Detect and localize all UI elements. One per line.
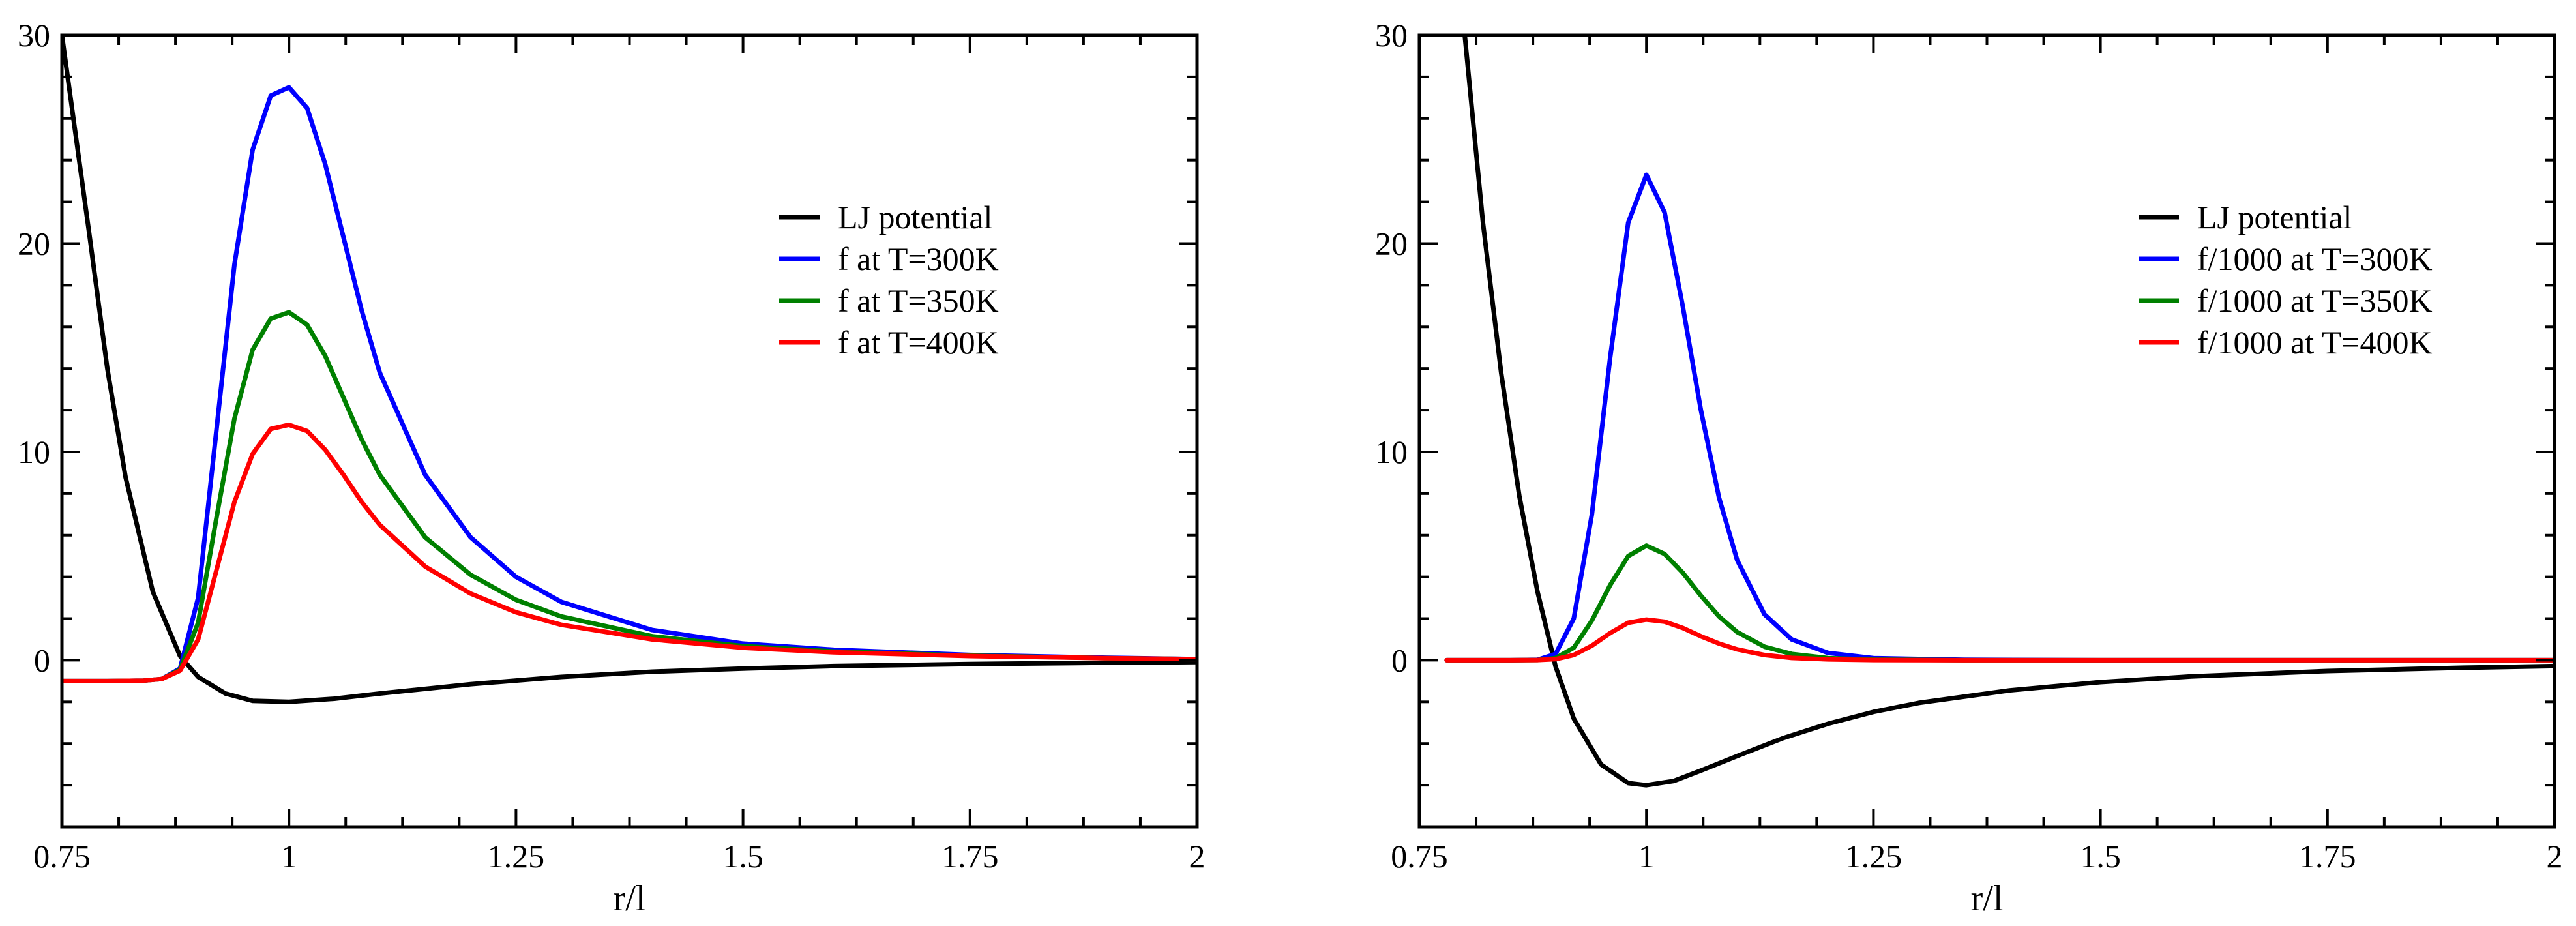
series-line-0 — [62, 35, 1197, 704]
legend-label-2: f at T=350K — [838, 282, 999, 319]
legend-label-1: f at T=300K — [838, 241, 999, 277]
series-group — [62, 35, 1197, 704]
legend-label-0: LJ potential — [2197, 199, 2352, 235]
x-tick-label: 2 — [1189, 838, 1206, 874]
y-tick-label: 20 — [1375, 225, 1408, 261]
legend-label-2: f/1000 at T=350K — [2197, 282, 2433, 319]
x-tick-label: 2 — [2547, 838, 2563, 874]
series-line-3 — [1444, 617, 2554, 663]
y-tick-label: 10 — [18, 434, 50, 470]
x-tick-label: 1.5 — [2080, 838, 2121, 874]
y-tick-label: 30 — [18, 17, 50, 53]
legend-label-1: f/1000 at T=300K — [2197, 241, 2433, 277]
y-tick-label: 0 — [34, 642, 50, 678]
series-line-1 — [62, 85, 1197, 683]
series-line-2 — [62, 310, 1197, 683]
x-tick-label: 0.75 — [33, 838, 91, 874]
x-tick-label: 0.75 — [1391, 838, 1448, 874]
series-line-3 — [62, 422, 1197, 683]
y-tick-label: 10 — [1375, 434, 1408, 470]
x-tick-label: 1.5 — [722, 838, 763, 874]
x-axis-label: r/l — [614, 878, 646, 919]
x-tick-label: 1 — [1638, 838, 1655, 874]
legend-label-3: f at T=400K — [838, 324, 999, 361]
x-tick-label: 1.25 — [488, 838, 545, 874]
y-tick-label: 0 — [1391, 642, 1408, 678]
x-tick-label: 1.75 — [2299, 838, 2356, 874]
y-tick-label: 20 — [18, 225, 50, 261]
series-line-0 — [1462, 35, 2554, 788]
legend-label-3: f/1000 at T=400K — [2197, 324, 2433, 361]
legend: LJ potential f/1000 at T=300K f/1000 at T=… — [2139, 199, 2433, 361]
series-group — [1444, 35, 2554, 788]
x-axis-label: r/l — [1971, 878, 2004, 919]
legend: LJ potential f at T=300K f at T=350K f at T… — [779, 199, 999, 361]
plot-frame — [1417, 33, 2556, 829]
x-tick-label: 1.25 — [1845, 838, 1902, 874]
y-tick-label: 30 — [1375, 17, 1408, 53]
x-tick-label: 1 — [281, 838, 297, 874]
series-line-2 — [1444, 543, 2554, 663]
x-tick-label: 1.75 — [941, 838, 999, 874]
legend-label-0: LJ potential — [838, 199, 992, 235]
